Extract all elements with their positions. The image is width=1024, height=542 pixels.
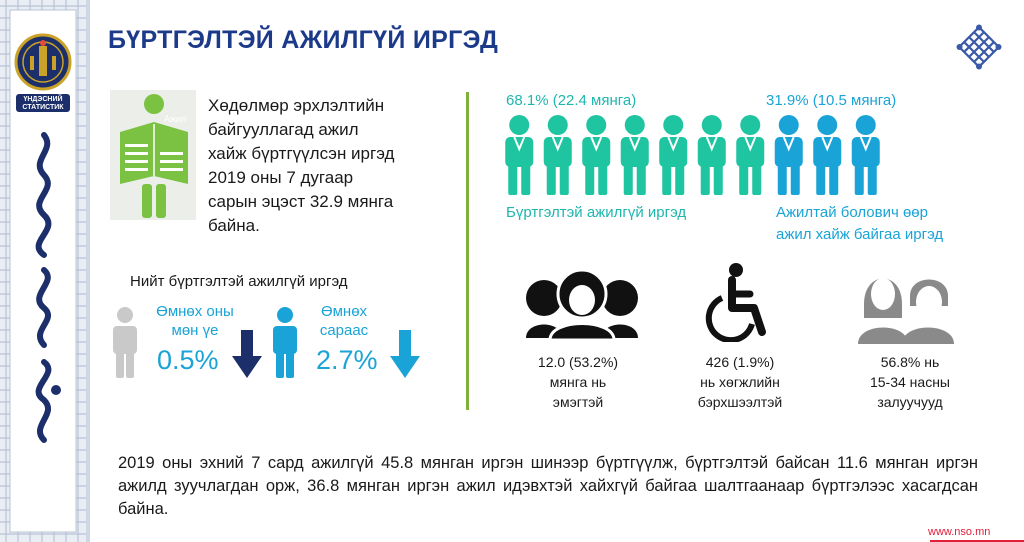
footer-line bbox=[930, 540, 1024, 542]
person-figure-icon bbox=[697, 115, 726, 195]
caption-line: ажил хайж байгаа иргэд bbox=[776, 226, 944, 243]
footer-url[interactable]: www.nso.mn bbox=[928, 526, 991, 538]
intro-text: Хөдөлмөр эрхлэлтийн байгууллагад ажил ха… bbox=[208, 94, 408, 238]
comparison-title: Нийт бүртгэлтэй ажилгүй иргэд bbox=[130, 273, 348, 290]
newspaper-label: Ажил bbox=[164, 114, 187, 124]
sidebar: ҮНДЭСНИЙ СТАТИСТИК bbox=[0, 0, 90, 542]
endless-knot-icon bbox=[956, 24, 1002, 70]
stat-line: 12.0 (53.2%) bbox=[537, 354, 619, 370]
comparison-label-line: мөн үе bbox=[171, 322, 219, 339]
share-right-label: 31.9% (10.5 мянга) bbox=[766, 92, 897, 109]
person-figure-icon bbox=[659, 115, 688, 195]
comparison-label-line: Өмнөх оны bbox=[156, 303, 234, 320]
stat-disability: 426 (1.9%) нь хөгжлийн бэрхшээлтэй bbox=[670, 352, 810, 412]
stat-line: нь хөгжлийн bbox=[700, 374, 780, 390]
person-figure-icon bbox=[582, 115, 611, 195]
stat-line: бэрхшээлтэй bbox=[697, 394, 783, 410]
newspaper-reader-icon bbox=[120, 94, 188, 218]
person-icon bbox=[273, 307, 297, 378]
nso-logo-icon bbox=[14, 33, 72, 112]
comparison-value: 2.7% bbox=[316, 345, 378, 375]
stat-line: мянга нь bbox=[549, 374, 607, 390]
comparison-label: Өмнөх сараас bbox=[304, 302, 384, 340]
person-figure-icon bbox=[543, 115, 572, 195]
stat-youth: 56.8% нь 15-34 насны залуучууд bbox=[840, 352, 980, 412]
intro-line: сарын эцэст 32.9 мянга bbox=[208, 192, 394, 211]
stat-line: 15-34 насны bbox=[869, 374, 950, 390]
sidebar-edge bbox=[86, 0, 90, 542]
person-figure-icon bbox=[851, 115, 880, 195]
women-group-icon bbox=[526, 268, 638, 340]
share-right-caption: Ажилтай болович өөр ажил хайж байгаа ирг… bbox=[776, 202, 943, 246]
stat-women: 12.0 (53.2%) мянга нь эмэгтэй bbox=[508, 352, 648, 412]
person-figure-icon bbox=[813, 115, 842, 195]
summary-text: 2019 оны эхний 7 сард ажилгүй 45.8 мянга… bbox=[118, 454, 978, 518]
comparison-value: 0.5% bbox=[157, 345, 219, 375]
nso-logo-text: ҮНДЭСНИЙ СТАТИСТИК bbox=[22, 96, 64, 111]
wheelchair-icon bbox=[705, 263, 766, 342]
youth-pair-icon bbox=[858, 278, 954, 344]
comparison-label-line: сараас bbox=[319, 322, 369, 339]
person-figure-icon bbox=[505, 115, 534, 195]
comparison-label: Өмнөх оны мөн үе bbox=[145, 302, 245, 340]
people-pictogram bbox=[505, 115, 880, 195]
stat-line: залуучууд bbox=[877, 394, 943, 410]
stat-line: эмэгтэй bbox=[552, 394, 604, 410]
intro-line: Хөдөлмөр эрхлэлтийн bbox=[208, 96, 385, 115]
mongolian-script-decoration bbox=[35, 132, 61, 443]
person-figure-icon bbox=[774, 115, 803, 195]
intro-line: байгууллагад ажил bbox=[208, 120, 359, 139]
arrow-down-icon bbox=[232, 330, 262, 378]
person-figure-icon bbox=[620, 115, 649, 195]
divider bbox=[466, 92, 469, 410]
page-title: БҮРТГЭЛТЭЙ АЖИЛГҮЙ ИРГЭД bbox=[108, 26, 499, 54]
stat-line: 426 (1.9%) bbox=[705, 354, 775, 370]
share-left-label: 68.1% (22.4 мянга) bbox=[506, 92, 637, 109]
intro-line: 2019 оны 7 дугаар bbox=[208, 168, 354, 187]
person-figure-icon bbox=[736, 115, 765, 195]
intro-line: хайж бүртгүүлсэн иргэд bbox=[208, 144, 395, 163]
caption-line: Ажилтай болович өөр bbox=[776, 204, 928, 221]
arrow-down-icon bbox=[390, 330, 420, 378]
stat-line: 56.8% нь bbox=[880, 354, 940, 370]
comparison-label-line: Өмнөх bbox=[320, 303, 368, 320]
intro-line: байна. bbox=[208, 216, 260, 235]
share-left-caption: Бүртгэлтэй ажилгүй иргэд bbox=[506, 204, 687, 221]
person-icon bbox=[113, 307, 137, 378]
